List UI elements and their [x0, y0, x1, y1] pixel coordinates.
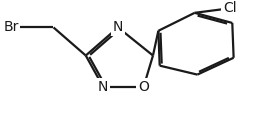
Text: Cl: Cl — [223, 1, 237, 15]
Text: O: O — [138, 80, 149, 94]
Text: N: N — [113, 20, 123, 34]
Text: Br: Br — [3, 20, 18, 34]
Text: N: N — [98, 80, 108, 94]
